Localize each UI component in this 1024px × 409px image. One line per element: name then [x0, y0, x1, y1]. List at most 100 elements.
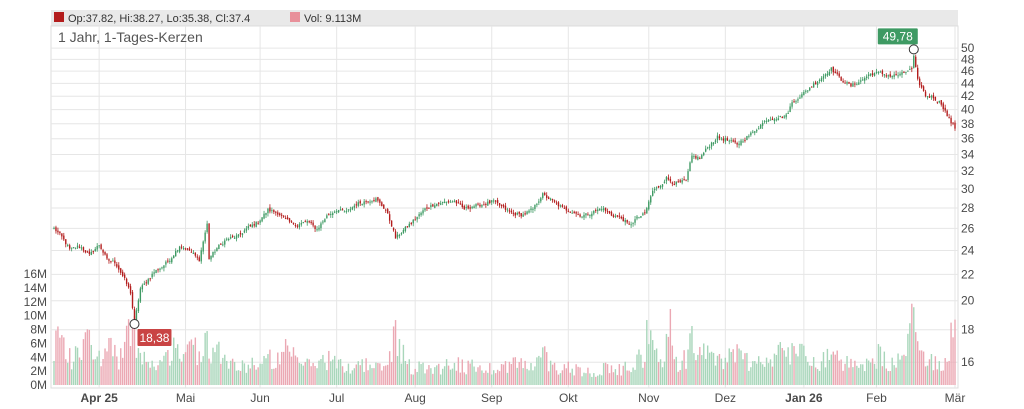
candle-body — [206, 223, 208, 232]
candle-body — [116, 264, 118, 267]
ohlc-readout: Op:37.82, Hi:38.27, Lo:35.38, Cl:37.4 — [68, 13, 250, 25]
candle-body — [267, 208, 269, 214]
candle-body — [636, 216, 638, 219]
volume-bar — [595, 376, 597, 385]
volume-bar — [406, 364, 409, 385]
candle-body — [194, 252, 197, 256]
candle-body — [493, 200, 495, 202]
candle-body — [82, 247, 85, 251]
volume-bar — [247, 364, 250, 385]
volume-bar — [337, 359, 340, 385]
candle-body — [877, 72, 880, 74]
candle-body — [930, 95, 933, 98]
volume-bar — [96, 356, 98, 385]
candle-body — [816, 81, 819, 85]
candle-body — [180, 246, 183, 248]
volume-bar — [271, 368, 273, 385]
candle-body — [196, 256, 198, 258]
chart-title: 1 Jahr, 1-Tages-Kerzen — [58, 29, 203, 45]
volume-bar — [90, 344, 92, 385]
candle-body — [887, 75, 889, 77]
candle-body — [614, 215, 617, 217]
volume-bar — [475, 371, 477, 385]
volume-bar — [842, 370, 844, 385]
volume-bar — [663, 361, 666, 385]
candle-body — [224, 240, 226, 245]
volume-bar — [288, 351, 291, 385]
candle-body — [879, 71, 882, 73]
candle-body — [871, 73, 874, 75]
volume-bar — [412, 374, 414, 385]
x-tick-label: Mai — [176, 391, 195, 405]
volume-bar — [850, 358, 852, 385]
candles — [53, 54, 956, 326]
candle-body — [282, 215, 285, 217]
volume-bar — [599, 374, 601, 385]
volume-bar — [306, 358, 308, 385]
volume-bar — [675, 356, 677, 385]
volume-bar — [78, 357, 81, 385]
volume-bar — [290, 356, 293, 385]
candle-body — [337, 210, 340, 213]
volume-bar — [171, 360, 173, 385]
volume-bar — [553, 362, 556, 385]
volume-bar — [744, 353, 746, 385]
header-bar — [51, 10, 958, 26]
candle-body — [712, 142, 715, 144]
volume-bar — [591, 376, 593, 385]
candle-body — [854, 83, 856, 85]
candle-body — [286, 217, 289, 220]
volume-bar — [516, 367, 518, 385]
candle-body — [208, 223, 210, 260]
volume-bar — [100, 366, 102, 385]
candle-body — [80, 247, 83, 249]
volume-bar — [304, 362, 306, 385]
candle-body — [622, 217, 624, 222]
price-tick-label: 34 — [961, 147, 975, 161]
volume-bar — [118, 369, 120, 385]
volume-bar — [909, 323, 911, 385]
candle-body — [793, 101, 795, 103]
volume-bar — [632, 367, 634, 385]
volume-bar — [889, 371, 891, 385]
candle-body — [852, 83, 854, 87]
candle-body — [496, 200, 499, 203]
candle-body — [673, 183, 675, 185]
candle-body — [805, 90, 807, 92]
candle-body — [383, 204, 385, 209]
volume-bar — [865, 358, 868, 385]
candle-body — [245, 228, 248, 231]
candle-body — [748, 135, 750, 137]
volume-bar — [758, 356, 760, 385]
candle-body — [783, 116, 785, 118]
candle-body — [911, 68, 913, 70]
volume-bar — [705, 358, 707, 385]
volume-bar — [848, 367, 850, 385]
volume-bar — [577, 366, 579, 385]
candle-body — [57, 230, 59, 233]
candle-body — [950, 117, 952, 124]
candle-body — [308, 221, 310, 223]
candle-body — [946, 110, 948, 117]
volume-bar — [547, 371, 550, 385]
candle-body — [259, 220, 261, 223]
volume-bar — [210, 363, 212, 385]
volume-bar — [377, 363, 379, 385]
candle-body — [398, 235, 401, 237]
volume-bar — [471, 359, 473, 385]
price-tick-label: 46 — [961, 64, 975, 78]
candle-body — [530, 208, 532, 210]
volume-bar — [569, 372, 571, 385]
volume-bar — [316, 368, 318, 385]
candle-body — [381, 202, 383, 207]
volume-bar — [942, 370, 944, 385]
volume-bar — [706, 345, 709, 385]
volume-bar — [135, 357, 138, 385]
price-tick-label: 24 — [961, 243, 975, 257]
volume-bar — [748, 370, 750, 385]
volume-bar — [455, 370, 458, 385]
volume-bar — [294, 355, 297, 385]
volume-bar — [487, 372, 489, 385]
volume-tick-label: 2M — [30, 364, 47, 378]
volume-bar — [510, 364, 513, 385]
